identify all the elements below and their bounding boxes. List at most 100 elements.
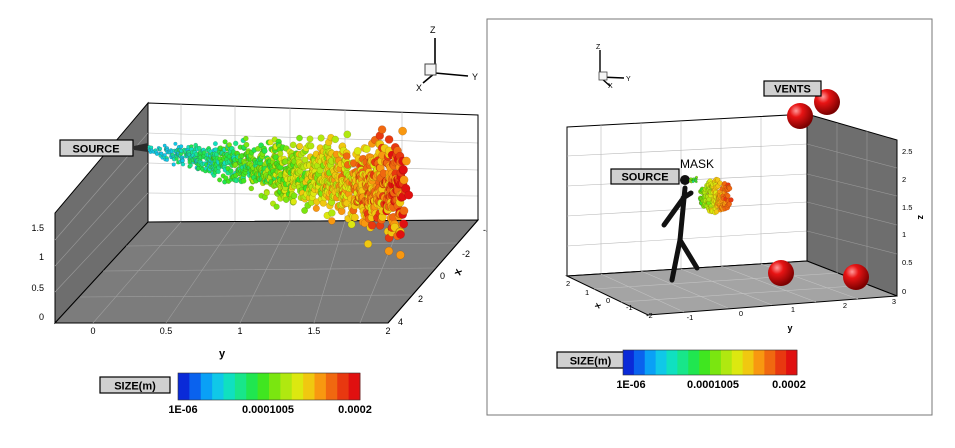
droplet [399, 175, 409, 185]
droplet [243, 135, 249, 142]
right-legend: SIZE(m) 1E-06 0.0001005 0.0002 [556, 349, 806, 391]
colorbar-swatch [688, 350, 700, 375]
droplet [401, 156, 411, 166]
colorbar-swatch [644, 350, 657, 375]
right-legend-title: SIZE(m) [570, 356, 612, 368]
droplet [713, 209, 720, 215]
right-y-axis-label: y [787, 323, 792, 333]
droplet [384, 246, 394, 256]
droplet [692, 177, 695, 181]
colorbar-swatch [178, 373, 190, 400]
droplet [367, 221, 377, 230]
left-triad-z: Z [430, 25, 436, 35]
left-source-label: SOURCE [72, 144, 119, 156]
colorbar-swatch [699, 350, 711, 375]
droplet [149, 145, 154, 150]
right-ytick-1: 0 [739, 309, 743, 318]
right-ytick-2: 1 [791, 305, 795, 314]
left-xtick-3: 2 [418, 294, 423, 304]
droplet [364, 239, 373, 248]
colorbar-swatch [348, 373, 361, 400]
colorbar-swatch [666, 350, 678, 375]
left-axes-triad [422, 38, 469, 84]
right-xtick-0: 2 [566, 279, 570, 288]
right-z-axis-label: z [916, 215, 926, 220]
right-ytick-4: 3 [892, 297, 896, 306]
left-colorbar [177, 372, 361, 401]
right-xtick-2: 0 [606, 296, 610, 305]
left-source-nozzle [134, 143, 148, 152]
left-x-axis-label: x [452, 266, 466, 277]
droplet [342, 152, 351, 161]
right-xtick-1: 1 [585, 288, 589, 297]
droplet [162, 153, 167, 158]
colorbar-swatch [303, 373, 315, 400]
droplet [289, 141, 297, 149]
colorbar-swatch [234, 373, 247, 400]
colorbar-outline [177, 372, 361, 401]
left-vtick-2: 1 [39, 252, 44, 262]
right-triad-z: Z [596, 44, 601, 51]
vents-label: VENTS [774, 84, 811, 96]
colorbar-swatch [731, 350, 744, 375]
droplet [328, 209, 336, 217]
droplet [306, 135, 314, 143]
droplet [233, 140, 239, 147]
droplet [316, 166, 324, 174]
right-plot: MASK SOURCE VENTS 0 0.5 1 1.5 2 2.5 -1 0… [556, 44, 926, 391]
droplet [728, 197, 734, 203]
droplet [695, 175, 698, 179]
left-legend: SIZE(m) 1E-06 0.0001005 0.0002 [99, 372, 372, 416]
droplet [347, 220, 356, 229]
right-axes-triad [598, 50, 625, 87]
droplet [179, 144, 184, 149]
droplet [727, 185, 733, 192]
colorbar-outline [622, 349, 798, 376]
droplet [173, 141, 178, 146]
right-triad-y: Y [626, 76, 631, 83]
droplet [290, 198, 297, 205]
colorbar-swatch [786, 350, 798, 375]
colorbar-swatch [337, 373, 350, 400]
colorbar-swatch [764, 350, 776, 375]
droplet [398, 126, 407, 136]
left-legend-title: SIZE(m) [114, 381, 156, 393]
droplet [240, 177, 247, 184]
droplet [165, 157, 169, 162]
left-xtick-4: 4 [398, 317, 403, 327]
droplet [301, 156, 309, 164]
droplet [301, 207, 309, 214]
colorbar-swatch [655, 350, 667, 375]
colorbar-swatch [280, 373, 293, 400]
droplet [312, 204, 320, 212]
colorbar-swatch [742, 350, 754, 375]
right-ztick-2: 1 [902, 230, 906, 239]
droplet [377, 125, 387, 134]
left-vtick-3: 1.5 [31, 223, 44, 233]
vent-sphere-floor-1 [768, 260, 794, 286]
right-ztick-5: 2.5 [902, 147, 912, 156]
right-legend-tick-mid: 0.0001005 [687, 379, 739, 391]
droplet [162, 143, 167, 148]
colorbar-swatch [633, 350, 646, 375]
right-legend-tick-min: 1E-06 [616, 379, 645, 391]
right-ytick-3: 2 [843, 301, 847, 310]
colorbar-swatch [246, 373, 259, 400]
left-triad-y: Y [472, 72, 478, 82]
right-ztick-3: 1.5 [902, 203, 912, 212]
right-particle-cloud [688, 175, 734, 216]
droplet [399, 206, 409, 216]
droplet [180, 162, 186, 167]
colorbar-swatch [677, 350, 689, 375]
right-source-label: SOURCE [621, 172, 668, 184]
colorbar-swatch [720, 350, 733, 375]
left-xtick-1: -2 [462, 249, 470, 259]
colorbar-swatch [223, 373, 236, 400]
stick-figure-head [680, 175, 690, 185]
droplet [261, 148, 268, 154]
colorbar-swatch [753, 350, 765, 375]
droplet [396, 230, 405, 239]
colorbar-swatch [291, 373, 304, 400]
droplet [158, 146, 163, 151]
